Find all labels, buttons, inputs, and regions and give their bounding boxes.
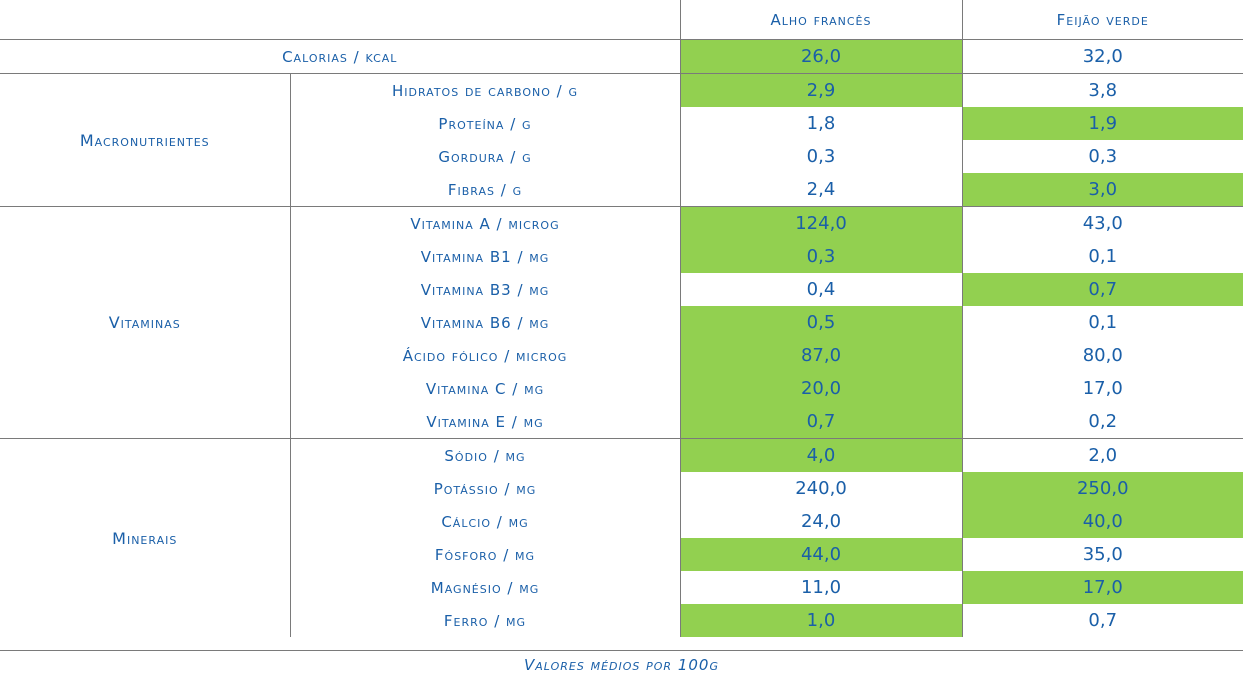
value-feijao: 0,3 — [961, 140, 1243, 173]
table-row: Magnésio / mg 11,0 17,0 — [0, 571, 1243, 604]
row-label: Vitamina B6 / mg — [420, 313, 550, 332]
table-row: Cálcio / mg 24,0 40,0 — [0, 505, 1243, 538]
group-macronutrientes: Macronutrientes — [0, 73, 291, 207]
table-row: Vitamina B1 / mg 0,3 0,1 — [0, 240, 1243, 273]
value-feijao: 0,7 — [961, 604, 1243, 637]
value-alho: 0,3 — [679, 240, 962, 273]
row-label: Vitamina C / mg — [425, 379, 545, 398]
table-row: Fibras / g 2,4 3,0 — [0, 173, 1243, 207]
value-alho: 1,0 — [679, 604, 962, 637]
header-row: Alho francês Feijão verde — [0, 0, 1243, 40]
value-feijao: 43,0 — [961, 206, 1243, 240]
value-alho: 87,0 — [679, 339, 962, 372]
table-row: Macronutrientes Hidratos de carbono / g … — [0, 73, 1243, 207]
table-row: Potássio / mg 240,0 250,0 — [0, 472, 1243, 505]
value-alho: 20,0 — [679, 372, 962, 405]
value-feijao: 3,8 — [961, 73, 1243, 107]
value-feijao: 0,7 — [961, 273, 1243, 306]
row-label: Magnésio / mg — [430, 578, 540, 597]
table-row: Vitaminas Vitamina A / microg 124,0 43,0 — [0, 206, 1243, 439]
row-label: Potássio / mg — [433, 479, 537, 498]
table-bottom-rule — [0, 650, 1243, 651]
value-alho: 0,4 — [679, 273, 962, 306]
value-alho: 0,7 — [679, 405, 962, 439]
value-alho: 2,4 — [679, 173, 962, 207]
value-feijao: 40,0 — [961, 505, 1243, 538]
table-row: Vitamina C / mg 20,0 17,0 — [0, 372, 1243, 405]
value-alho: 44,0 — [679, 538, 962, 571]
group-minerais: Minerais — [0, 438, 291, 637]
value-feijao: 80,0 — [961, 339, 1243, 372]
value-feijao: 17,0 — [961, 571, 1243, 604]
row-label: Vitamina A / microg — [290, 206, 680, 240]
table-row-calorias: Calorias / kcal 26,0 32,0 — [0, 39, 1243, 74]
header-empty — [0, 0, 680, 40]
row-label: Vitamina B3 / mg — [420, 280, 550, 299]
table-row: Fósforo / mg 44,0 35,0 — [0, 538, 1243, 571]
value-alho: 1,8 — [679, 107, 962, 140]
row-label: Proteína / g — [438, 114, 532, 133]
value-feijao: 250,0 — [961, 472, 1243, 505]
row-label: Ferro / mg — [443, 611, 527, 630]
table-row: Vitamina B6 / mg 0,5 0,1 — [0, 306, 1243, 339]
value-feijao: 0,1 — [961, 306, 1243, 339]
value-alho: 11,0 — [679, 571, 962, 604]
table-row: Vitamina B3 / mg 0,4 0,7 — [0, 273, 1243, 306]
row-label: Sódio / mg — [290, 438, 680, 472]
value-feijao: 2,0 — [961, 438, 1243, 472]
row-label: Hidratos de carbono / g — [290, 73, 680, 107]
nutrition-table: Alho francês Feijão verde Calorias / kca… — [0, 0, 1243, 637]
header-feijao-verde: Feijão verde — [961, 0, 1243, 40]
table-row: Minerais Sódio / mg 4,0 2,0 — [0, 438, 1243, 637]
value-feijao: 0,2 — [961, 405, 1243, 439]
group-vitaminas: Vitaminas — [0, 206, 291, 439]
row-label: Calorias / kcal — [0, 39, 680, 74]
value-alho: 124,0 — [679, 206, 962, 240]
value-alho: 4,0 — [679, 438, 962, 472]
row-label: Gordura / g — [438, 147, 532, 166]
header-alho-frances: Alho francês — [679, 0, 962, 40]
row-label: Vitamina E / mg — [426, 412, 544, 431]
row-label: Ácido fólico / microg — [402, 346, 568, 365]
value-feijao: 32,0 — [961, 39, 1243, 74]
row-label: Cálcio / mg — [441, 512, 529, 531]
row-label: Fósforo / mg — [434, 545, 536, 564]
row-label: Fibras / g — [447, 180, 523, 199]
value-alho: 0,3 — [679, 140, 962, 173]
value-alho: 26,0 — [679, 39, 962, 74]
value-alho: 0,5 — [679, 306, 962, 339]
table-row: Vitamina E / mg 0,7 0,2 — [0, 405, 1243, 439]
value-feijao: 1,9 — [961, 107, 1243, 140]
value-alho: 24,0 — [679, 505, 962, 538]
table-row: Ferro / mg 1,0 0,7 — [0, 604, 1243, 637]
value-feijao: 3,0 — [961, 173, 1243, 207]
value-alho: 240,0 — [679, 472, 962, 505]
value-feijao: 35,0 — [961, 538, 1243, 571]
value-alho: 2,9 — [679, 73, 962, 107]
table-row: Gordura / g 0,3 0,3 — [0, 140, 1243, 173]
value-feijao: 17,0 — [961, 372, 1243, 405]
table-row: Ácido fólico / microg 87,0 80,0 — [0, 339, 1243, 372]
table-row: Proteína / g 1,8 1,9 — [0, 107, 1243, 140]
row-label: Vitamina B1 / mg — [420, 247, 550, 266]
footnote: Valores médios por 100g — [524, 656, 719, 674]
value-feijao: 0,1 — [961, 240, 1243, 273]
